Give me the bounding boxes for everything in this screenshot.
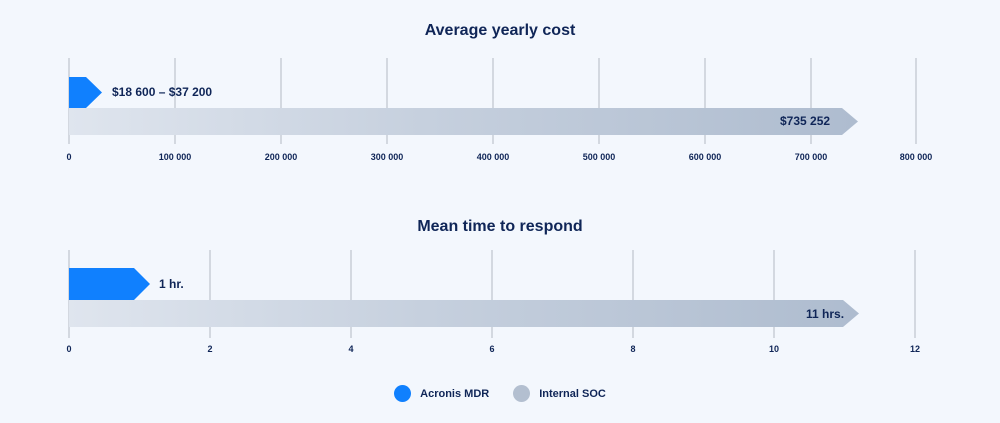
internal-soc-cost-label: $735 252: [780, 114, 831, 128]
gridline: [773, 250, 775, 338]
tick-label: 200 000: [264, 152, 298, 162]
chart1-title: Average yearly cost: [424, 22, 576, 39]
gridline: [350, 250, 352, 338]
tick-label: 400 000: [476, 152, 510, 162]
tick-label: 300 000: [370, 152, 404, 162]
tick-label: 6: [489, 344, 495, 354]
tick-label: 12: [909, 344, 921, 354]
gridline: [68, 250, 70, 338]
tick-label: 8: [630, 344, 636, 354]
legend-item-acronis-mdr: Acronis MDR: [394, 385, 489, 402]
gridline: [491, 250, 493, 338]
internal-soc-time-label: 11 hrs.: [806, 307, 845, 321]
chart2-title: Mean time to respond: [417, 218, 583, 235]
tick-label: 700 000: [794, 152, 828, 162]
tick-label: 500 000: [582, 152, 616, 162]
legend-label: Internal SOC: [539, 387, 606, 400]
blue-circle-icon: [394, 385, 412, 402]
gridline: [632, 250, 634, 338]
tick-label: 10: [768, 344, 780, 354]
gridline: [598, 58, 600, 144]
gridline: [209, 250, 211, 338]
gridline: [704, 58, 706, 144]
gridline: [915, 58, 917, 144]
tick-label: 100 000: [158, 152, 192, 162]
internal-soc-time-bar: [69, 300, 859, 327]
gridline: [386, 58, 388, 144]
tick-label: 0: [66, 344, 72, 354]
gray-circle-icon: [513, 385, 531, 402]
tick-label: 600 000: [688, 152, 722, 162]
tick-label: 800 000: [899, 152, 933, 162]
internal-soc-cost-bar: [69, 108, 858, 135]
gridline: [68, 58, 70, 144]
legend: Acronis MDR Internal SOC: [0, 385, 1000, 402]
gridline: [174, 58, 176, 144]
legend-label: Acronis MDR: [420, 387, 490, 400]
gridline: [280, 58, 282, 144]
acronis-mdr-time-label: 1 hr.: [159, 277, 184, 291]
gridline: [492, 58, 494, 144]
acronis-mdr-cost-bar: [69, 77, 102, 108]
legend-item-internal-soc: Internal SOC: [513, 385, 606, 402]
tick-label: 2: [207, 344, 213, 354]
gridline: [914, 250, 916, 338]
tick-label: 0: [66, 152, 72, 162]
acronis-mdr-time-bar: [69, 268, 150, 300]
tick-label: 4: [348, 344, 354, 354]
gridline: [810, 58, 812, 144]
acronis-mdr-cost-label: $18 600 – $37 200: [112, 85, 213, 99]
